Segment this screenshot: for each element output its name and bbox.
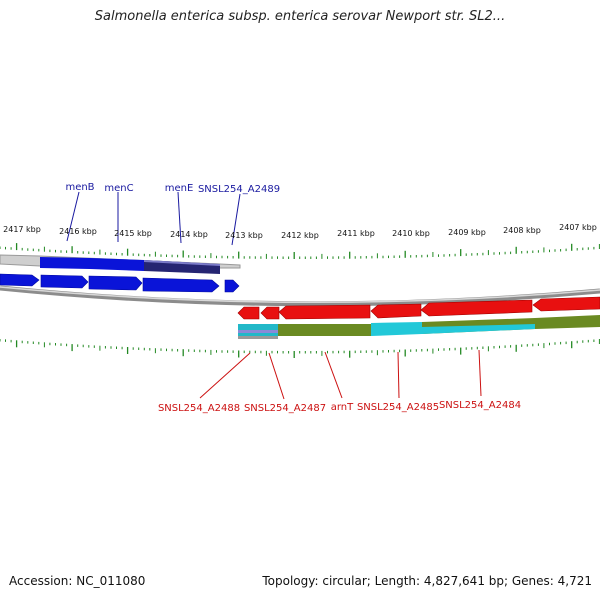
reverse-gene-arrow-SNSL254_A2485[interactable]	[370, 303, 422, 319]
leader-SNSL254_A2488	[199, 352, 251, 399]
leader-SNSL254_A2487	[268, 352, 285, 400]
lower-bar-cyan-1	[371, 322, 422, 336]
gene-label-SNSL254_A2485[interactable]: SNSL254_A2485	[357, 402, 439, 413]
lower-bar-cyan-2	[422, 324, 535, 334]
gene-label-SNSL254_A2488[interactable]: SNSL254_A2488	[158, 403, 240, 414]
gene-label-arnT[interactable]: arnT	[331, 402, 354, 413]
scale-label: 2415 kbp	[114, 229, 152, 238]
scale-label: 2411 kbp	[337, 229, 375, 238]
lower-bar-left-stripe	[238, 330, 278, 333]
reverse-gene-arrow-arnT[interactable]	[278, 304, 371, 320]
topology-summary: Topology: circular; Length: 4,827,641 bp…	[262, 574, 592, 588]
scale-label: 2416 kbp	[59, 227, 97, 236]
gene-label-menE[interactable]: menE	[165, 183, 194, 194]
leader-SNSL254_A2485	[397, 351, 400, 399]
backbone-arc-highlight	[0, 286, 600, 304]
forward-gene-menE-top	[144, 260, 220, 266]
forward-gene-arrow-1[interactable]	[0, 273, 40, 287]
gene-label-SNSL254_A2487[interactable]: SNSL254_A2487	[244, 403, 326, 414]
lower-bar-olive-1	[278, 324, 371, 336]
lower-bar-backbone	[238, 336, 278, 339]
gene-label-menC[interactable]: menC	[104, 183, 133, 194]
backbone-arc	[0, 285, 600, 307]
leader-arnT	[324, 351, 343, 399]
scale-label: 2410 kbp	[392, 229, 430, 238]
lower-tick-marks	[0, 339, 600, 358]
scale-label: 2414 kbp	[170, 230, 208, 239]
scale-label: 2413 kbp	[225, 231, 263, 240]
reverse-gene-arrow-SNSL254_A2488[interactable]	[237, 306, 260, 320]
scale-label: 2407 kbp	[559, 223, 597, 232]
leader-menB	[66, 191, 80, 242]
scale-label: 2417 kbp	[3, 225, 41, 234]
lower-bar-olive-3	[535, 315, 600, 329]
genome-title: Salmonella enterica subsp. enterica sero…	[94, 9, 506, 24]
leader-SNSL254_A2489	[231, 193, 241, 246]
reverse-gene-arrow-SNSL254_A2484[interactable]	[420, 299, 533, 317]
forward-gene-arrow-SNSL254_A2489[interactable]	[224, 279, 240, 293]
gene-label-SNSL254_A2484[interactable]: SNSL254_A2484	[439, 400, 521, 411]
forward-gene-arrow-menE[interactable]	[142, 277, 220, 293]
scale-label: 2412 kbp	[281, 231, 319, 240]
scale-label: 2408 kbp	[503, 226, 541, 235]
reverse-gene-arrow-right[interactable]	[532, 296, 600, 312]
leader-menE	[177, 191, 182, 244]
forward-gene-menB-bar[interactable]	[40, 257, 90, 269]
scale-label: 2409 kbp	[448, 228, 486, 237]
gene-label-menB[interactable]: menB	[65, 182, 94, 193]
forward-gene-menC-bar[interactable]	[90, 258, 144, 271]
leader-SNSL254_A2484	[478, 349, 482, 397]
forward-gene-arrow-menB[interactable]	[40, 274, 89, 289]
accession-text: Accession: NC_011080	[9, 574, 146, 588]
upper-tick-marks	[0, 243, 600, 259]
reverse-gene-arrow-SNSL254_A2487[interactable]	[260, 306, 280, 320]
gene-label-SNSL254_A2489[interactable]: SNSL254_A2489	[198, 184, 280, 195]
forward-gene-arrow-menC[interactable]	[88, 275, 143, 291]
